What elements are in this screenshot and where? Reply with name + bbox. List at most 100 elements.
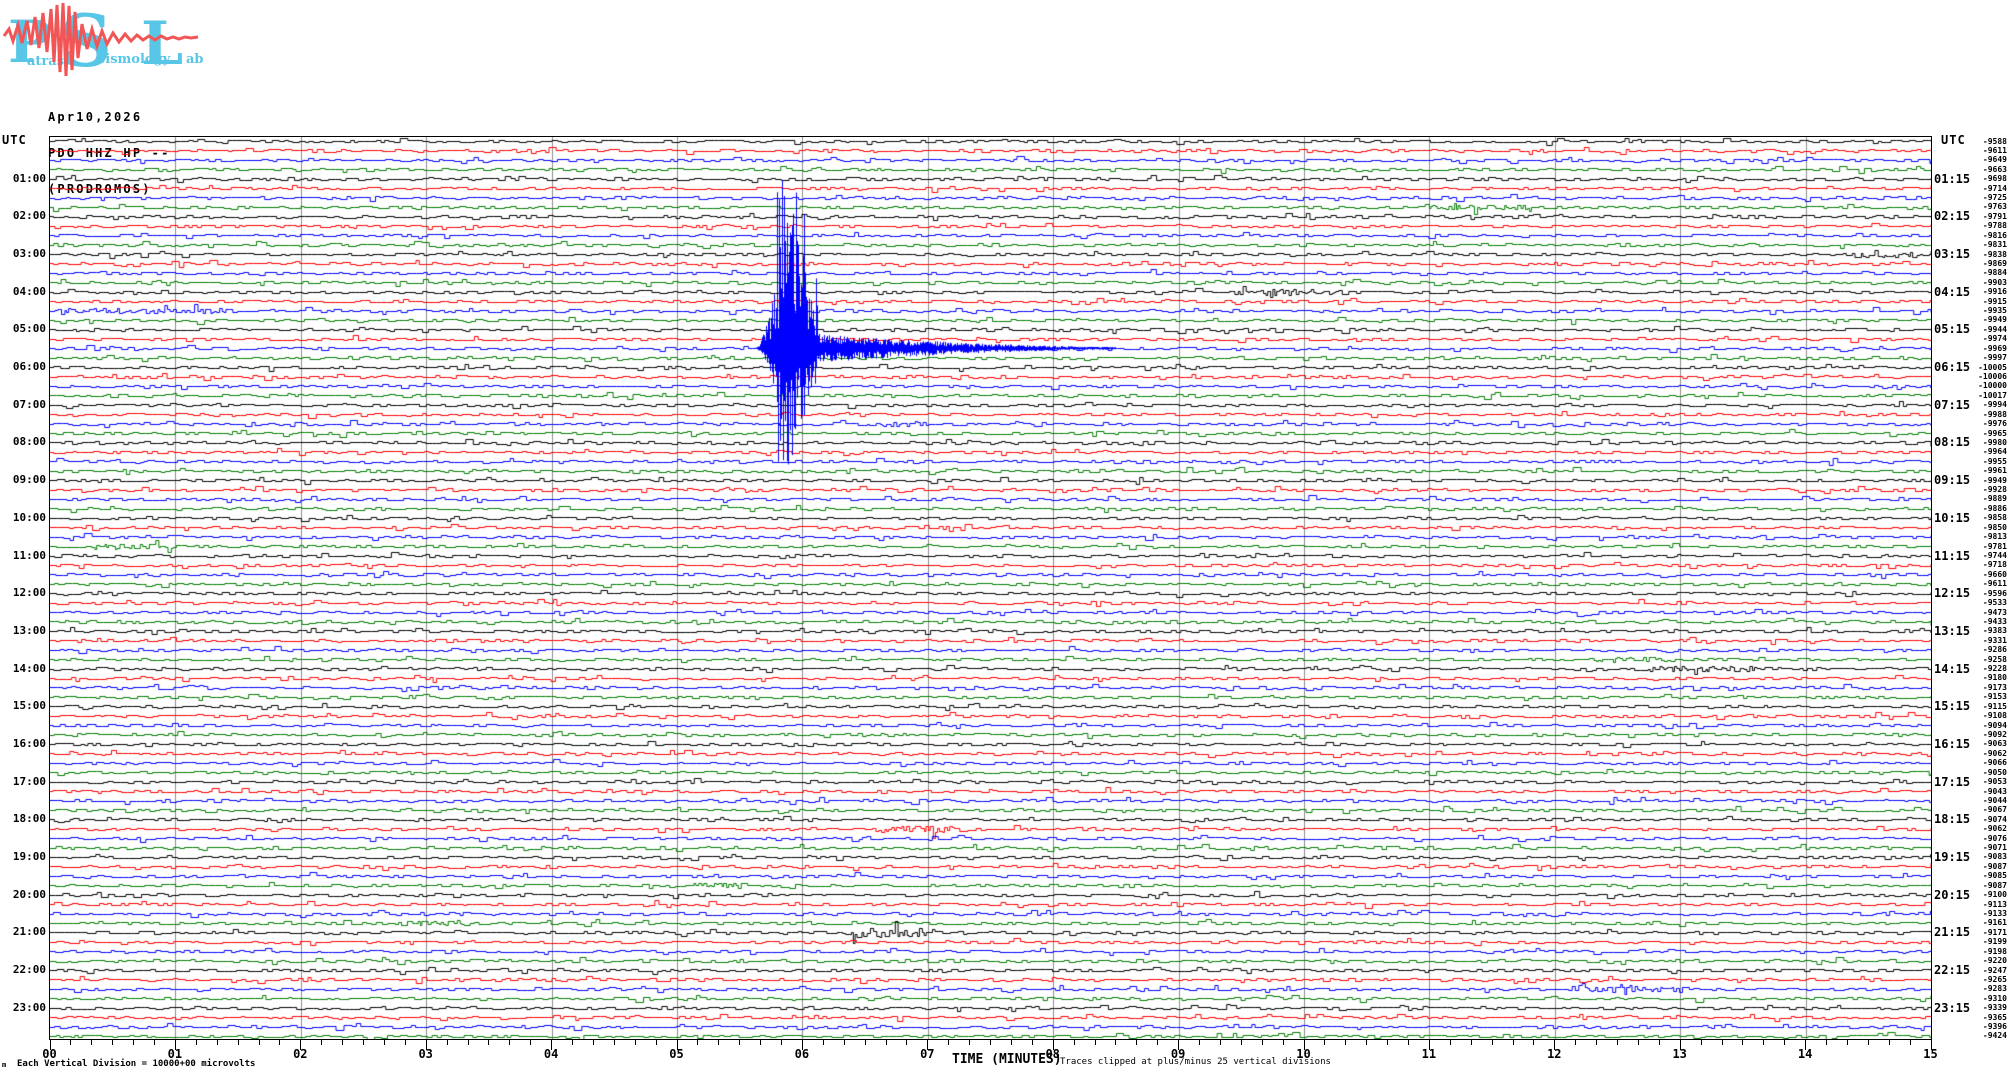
- trace-value: -9113: [1982, 899, 2007, 909]
- x-tick: [1115, 1040, 1117, 1045]
- x-tick: [174, 1040, 176, 1050]
- hour-label-left: 22:00: [12, 963, 46, 977]
- helicorder-plot: [49, 136, 1932, 1040]
- trace-value: -9663: [1982, 164, 2007, 174]
- x-tick: [321, 1040, 323, 1045]
- x-tick: [843, 1040, 845, 1045]
- x-tick: [1575, 1040, 1577, 1045]
- utc-label-left: UTC: [2, 133, 27, 147]
- x-tick: [1721, 1040, 1723, 1045]
- hour-label-right: 21:15: [1934, 925, 1971, 940]
- trace-value: -9596: [1982, 588, 2007, 598]
- x-tick-label: 06: [794, 1047, 810, 1061]
- x-tick: [739, 1040, 741, 1045]
- trace-value: -9816: [1982, 230, 2007, 240]
- x-tick: [801, 1040, 803, 1050]
- x-tick-label: 04: [543, 1047, 559, 1061]
- trace-value: -9180: [1982, 673, 2007, 683]
- trace-value: -9161: [1982, 918, 2007, 928]
- x-tick-label: 13: [1672, 1047, 1687, 1061]
- x-tick: [1867, 1040, 1869, 1045]
- x-tick: [718, 1040, 720, 1045]
- trace-value: -9063: [1982, 739, 2007, 749]
- scale-note: Each Vertical Division = 10000+00 microv…: [17, 1059, 256, 1069]
- x-tick: [1387, 1040, 1389, 1045]
- x-tick-label: 11: [1421, 1047, 1437, 1061]
- x-tick-label: 09: [1170, 1047, 1186, 1061]
- trace-value: -9062: [1982, 824, 2007, 834]
- trace-value: -9083: [1982, 852, 2007, 862]
- hour-label-right: 07:15: [1934, 397, 1971, 412]
- trace-value: -10000: [1978, 381, 2007, 391]
- x-tick: [822, 1040, 824, 1045]
- x-tick: [864, 1040, 866, 1045]
- x-tick: [1742, 1040, 1744, 1045]
- trace-value: -9718: [1982, 560, 2007, 570]
- x-tick: [1073, 1040, 1075, 1045]
- x-tick: [551, 1040, 553, 1050]
- hour-label-left: 20:00: [12, 887, 46, 901]
- hour-label-left: 17:00: [12, 774, 46, 788]
- hour-label-right: 02:15: [1934, 209, 1971, 224]
- trace-value: -9961: [1982, 466, 2007, 476]
- x-tick-label: 08: [1045, 1047, 1060, 1061]
- trace-value: -9611: [1982, 579, 2007, 589]
- hour-label-left: 15:00: [12, 699, 46, 713]
- x-tick: [1909, 1040, 1911, 1045]
- hour-label-left: 10:00: [12, 510, 46, 524]
- hour-label-left: 02:00: [12, 209, 46, 223]
- trace-value: -9044: [1982, 795, 2007, 805]
- trace-value: -9310: [1982, 993, 2007, 1003]
- trace-value: -9085: [1982, 871, 2007, 881]
- x-tick: [154, 1040, 155, 1045]
- x-tick-label: 15: [1923, 1047, 1938, 1061]
- hour-label-left: 14:00: [12, 661, 46, 675]
- trace-value: -9258: [1982, 654, 2007, 664]
- x-tick: [1178, 1040, 1180, 1050]
- header-date: Apr10,2026: [48, 110, 143, 124]
- x-tick: [1094, 1040, 1096, 1045]
- x-tick: [1888, 1040, 1890, 1045]
- hour-label-right: 06:15: [1934, 360, 1971, 375]
- trace-value: -9915: [1982, 296, 2007, 306]
- hour-label-left: 05:00: [12, 322, 46, 336]
- psl-logo-graphic: P atras S eismology L ab: [2, 0, 204, 83]
- trace-value: -9976: [1982, 419, 2007, 429]
- hour-label-left: 11:00: [12, 548, 46, 562]
- x-tick: [488, 1040, 490, 1045]
- trace-value: -9220: [1982, 956, 2007, 966]
- hour-label-right: 22:15: [1934, 963, 1971, 978]
- x-tick: [1826, 1040, 1827, 1045]
- trace-value: -9903: [1982, 277, 2007, 287]
- x-tick: [91, 1040, 93, 1045]
- trace-value: -9265: [1982, 974, 2007, 984]
- trace-value: -9076: [1982, 833, 2007, 843]
- x-tick: [1157, 1040, 1159, 1045]
- x-tick: [1763, 1040, 1765, 1045]
- trace-value: -9396: [1982, 1022, 2007, 1032]
- logo-waveform-icon: [2, 2, 199, 77]
- x-tick: [1679, 1040, 1681, 1050]
- trace-value: -9433: [1982, 616, 2007, 626]
- clip-note: Traces clipped at plus/minus 25 vertical…: [1060, 1057, 1331, 1067]
- hour-label-right: 05:15: [1934, 322, 1971, 337]
- x-tick: [1199, 1040, 1200, 1045]
- x-tick: [1554, 1040, 1556, 1050]
- x-tick: [446, 1040, 448, 1045]
- hour-label-right: 08:15: [1934, 435, 1971, 450]
- trace-value: -9071: [1982, 843, 2007, 853]
- trace-value: -9199: [1982, 937, 2007, 947]
- trace-value: -9955: [1982, 456, 2007, 466]
- x-tick: [383, 1040, 385, 1045]
- hour-label-left: 08:00: [12, 435, 46, 449]
- x-tick: [342, 1040, 344, 1045]
- hour-label-left: 23:00: [12, 1000, 46, 1014]
- x-tick: [927, 1040, 929, 1050]
- hour-label-right: 09:15: [1934, 473, 1971, 488]
- trace-value: -9831: [1982, 240, 2007, 250]
- trace-value: -9331: [1982, 635, 2007, 645]
- trace-value: -9850: [1982, 522, 2007, 532]
- hour-label-right: 11:15: [1934, 548, 1971, 563]
- x-tick: [969, 1040, 971, 1045]
